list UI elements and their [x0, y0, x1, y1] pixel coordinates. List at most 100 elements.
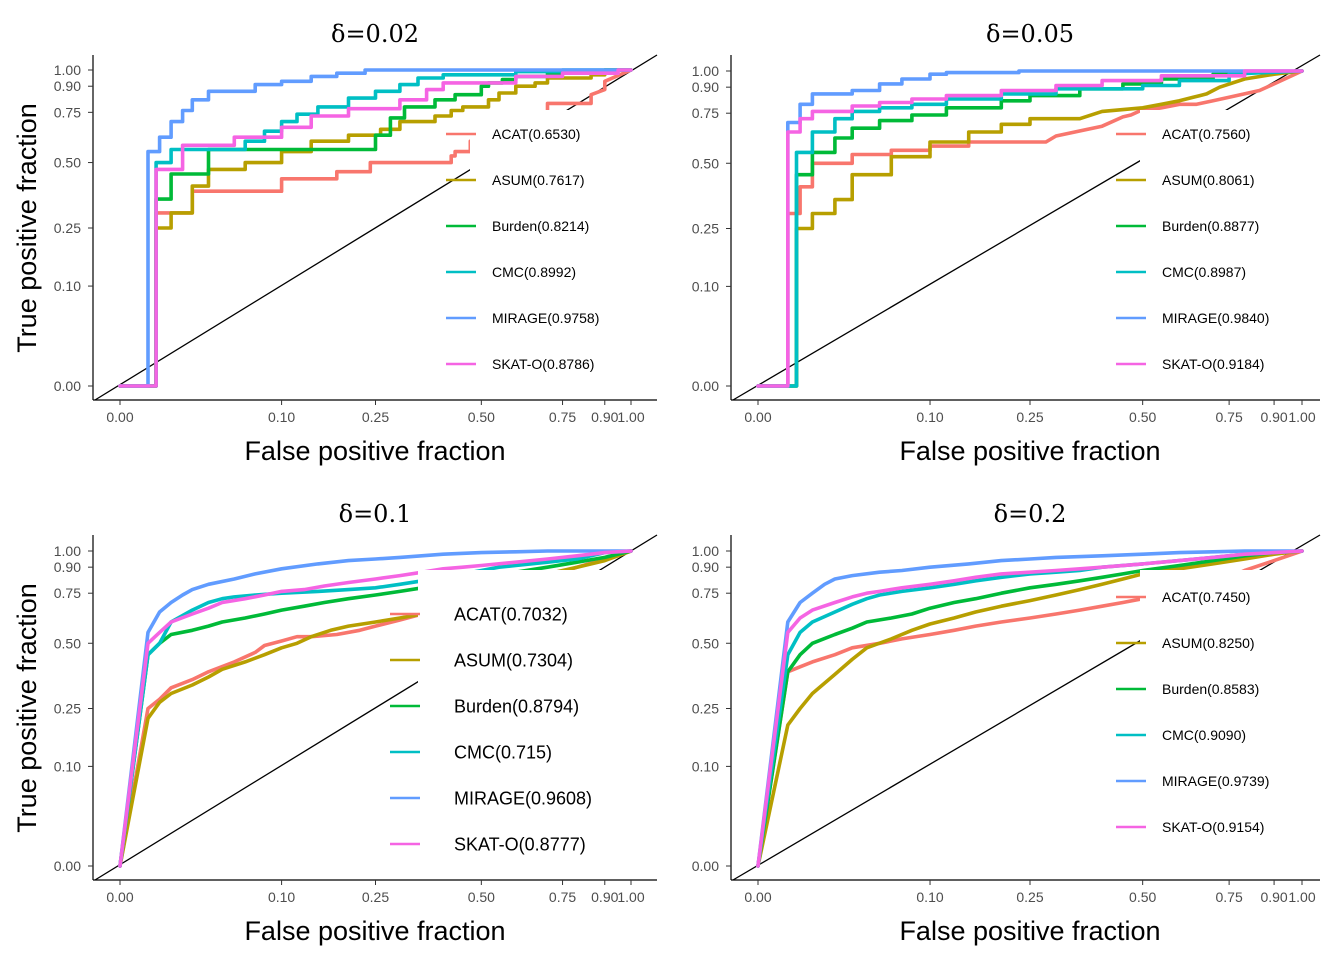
x-tick-label: 0.50: [468, 889, 495, 905]
x-tick-label: 1.00: [617, 889, 644, 905]
panel-title: δ=0.02: [331, 20, 419, 48]
y-tick-label: 0.75: [54, 104, 81, 120]
x-tick-label: 0.10: [916, 409, 943, 425]
legend-label-acat: ACAT(0.7560): [1162, 126, 1250, 142]
legend-label-skat-o: SKAT-O(0.8777): [454, 834, 586, 854]
panel-title: δ=0.05: [986, 20, 1074, 48]
y-tick-label: 0.25: [54, 701, 81, 717]
x-tick-label: 0.50: [468, 409, 495, 425]
y-tick-label: 1.00: [54, 62, 81, 78]
y-tick-label: 0.00: [54, 858, 81, 874]
x-axis-title: False positive fraction: [244, 436, 505, 466]
y-tick-label: 0.90: [54, 559, 81, 575]
x-axis-title: False positive fraction: [244, 916, 505, 946]
roc-curve-cmc: [756, 69, 1304, 388]
y-axis-title: True positive fraction: [12, 103, 42, 353]
y-tick-label: 0.90: [692, 559, 719, 575]
panel-4: δ=0.2 0.00 0.00 0.10 0.10 0.25 0.25 0.50 0.50 0.7…: [692, 500, 1344, 946]
legend: ACAT(0.6530) ASUM(0.7617) Burden(0.8214) CM…: [446, 110, 675, 372]
y-tick-label: 0.00: [54, 378, 81, 394]
legend-label-mirage: MIRAGE(0.9758): [492, 310, 599, 326]
legend-label-skat-o: SKAT-O(0.8786): [492, 356, 594, 372]
y-tick-label: 0.50: [692, 635, 719, 651]
roc-curve-skat-o: [756, 69, 1304, 388]
legend: ACAT(0.7450) ASUM(0.8250) Burden(0.8583) CM…: [1116, 570, 1344, 840]
legend-label-cmc: CMC(0.8987): [1162, 264, 1246, 280]
x-tick-label: 1.00: [1288, 409, 1315, 425]
x-tick-label: 0.00: [744, 889, 771, 905]
y-tick-label: 0.50: [692, 155, 719, 171]
y-tick-label: 1.00: [692, 63, 719, 79]
x-tick-label: 0.90: [591, 889, 618, 905]
x-axis-title: False positive fraction: [899, 436, 1160, 466]
x-tick-label: 0.25: [362, 409, 389, 425]
y-tick-label: 0.00: [692, 858, 719, 874]
roc-curve-mirage: [756, 549, 1304, 868]
y-tick-label: 0.75: [692, 105, 719, 121]
y-tick-label: 0.90: [692, 79, 719, 95]
legend-label-cmc: CMC(0.9090): [1162, 727, 1246, 743]
x-tick-label: 1.00: [1288, 889, 1315, 905]
legend-label-burden: Burden(0.8877): [1162, 218, 1259, 234]
roc-curve-skat-o: [118, 549, 633, 868]
y-tick-label: 0.90: [54, 78, 81, 94]
x-tick-label: 0.00: [106, 409, 133, 425]
y-tick-label: 0.25: [54, 220, 81, 236]
panel-title: δ=0.2: [994, 500, 1067, 528]
roc-curve-asum: [118, 68, 633, 388]
y-tick-label: 1.00: [54, 543, 81, 559]
legend-label-acat: ACAT(0.6530): [492, 126, 580, 142]
legend-label-burden: Burden(0.8214): [492, 218, 589, 234]
y-tick-label: 0.10: [54, 278, 81, 294]
x-tick-label: 0.75: [1215, 889, 1242, 905]
x-tick-label: 0.10: [268, 889, 295, 905]
x-tick-label: 0.50: [1129, 409, 1156, 425]
y-axis-title: True positive fraction: [12, 583, 42, 833]
y-tick-label: 0.10: [54, 758, 81, 774]
legend-label-asum: ASUM(0.8250): [1162, 635, 1255, 651]
roc-curve-acat: [756, 69, 1304, 388]
roc-curve-asum: [756, 549, 1304, 868]
x-tick-label: 0.25: [1016, 409, 1043, 425]
x-tick-label: 0.25: [362, 889, 389, 905]
x-tick-label: 0.10: [268, 409, 295, 425]
legend-label-acat: ACAT(0.7032): [454, 604, 568, 624]
legend-label-burden: Burden(0.8794): [454, 696, 579, 716]
legend-label-cmc: CMC(0.715): [454, 742, 552, 762]
y-tick-label: 0.75: [54, 585, 81, 601]
y-tick-label: 0.25: [692, 701, 719, 717]
y-tick-label: 0.10: [692, 758, 719, 774]
legend-label-asum: ASUM(0.7304): [454, 650, 573, 670]
legend-label-cmc: CMC(0.8992): [492, 264, 576, 280]
x-tick-label: 0.90: [1260, 409, 1287, 425]
legend-label-mirage: MIRAGE(0.9739): [1162, 773, 1269, 789]
legend: ACAT(0.7560) ASUM(0.8061) Burden(0.8877) CM…: [1116, 110, 1344, 372]
roc-curve-mirage: [118, 549, 633, 868]
x-tick-label: 0.00: [106, 889, 133, 905]
x-tick-label: 0.90: [591, 409, 618, 425]
x-tick-label: 0.75: [1215, 409, 1242, 425]
legend-background: [470, 110, 675, 355]
y-tick-label: 0.75: [692, 585, 719, 601]
roc-curve-asum: [756, 69, 1304, 388]
legend-background: [418, 570, 657, 860]
x-axis-title: False positive fraction: [899, 916, 1160, 946]
x-tick-label: 0.75: [549, 889, 576, 905]
roc-curve-skat-o: [118, 68, 633, 388]
legend-background: [1140, 570, 1344, 840]
y-tick-label: 0.50: [54, 155, 81, 171]
roc-curve-cmc: [118, 68, 633, 388]
roc-curve-skat-o: [756, 549, 1304, 868]
roc-curve-mirage: [118, 68, 633, 388]
roc-curve-burden: [118, 68, 633, 388]
x-tick-label: 0.00: [744, 409, 771, 425]
y-tick-label: 0.10: [692, 278, 719, 294]
legend-label-mirage: MIRAGE(0.9840): [1162, 310, 1269, 326]
legend-label-asum: ASUM(0.8061): [1162, 172, 1255, 188]
y-tick-label: 0.25: [692, 221, 719, 237]
x-tick-label: 0.10: [916, 889, 943, 905]
legend-label-burden: Burden(0.8583): [1162, 681, 1259, 697]
y-tick-label: 0.00: [692, 378, 719, 394]
x-tick-label: 0.75: [549, 409, 576, 425]
